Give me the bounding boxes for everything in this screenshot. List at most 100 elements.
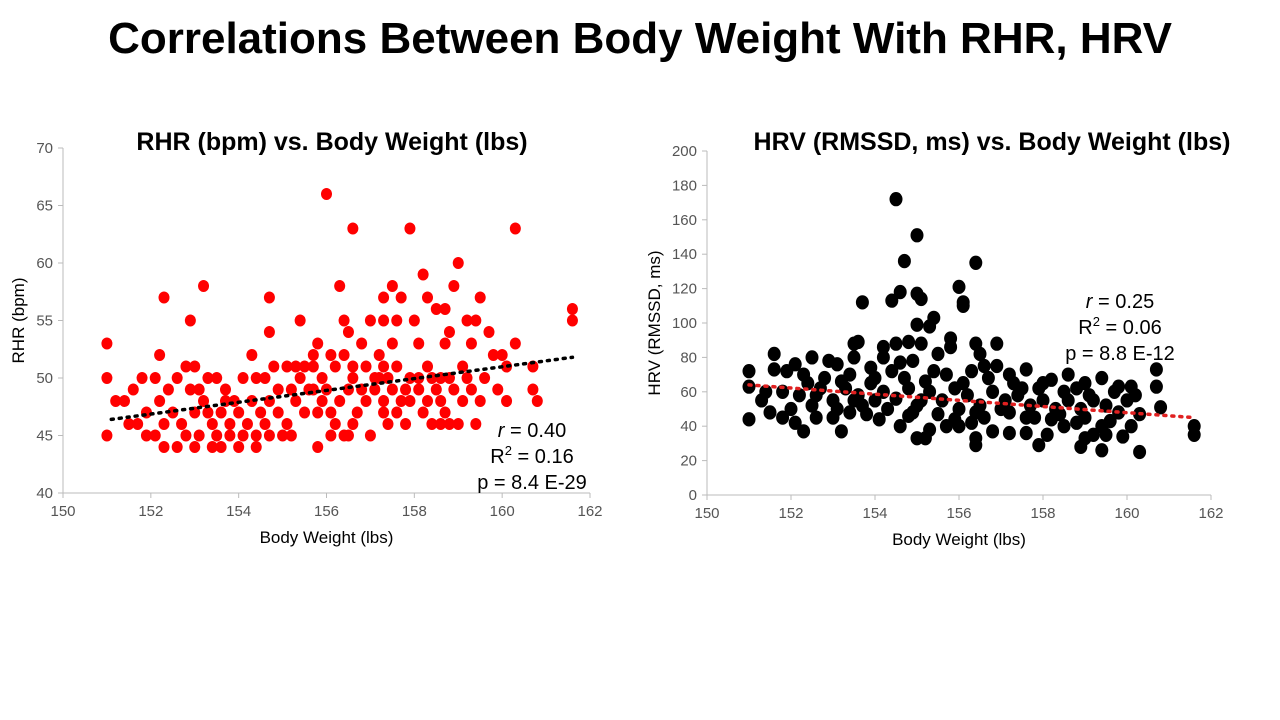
data-point — [855, 295, 869, 310]
data-point — [902, 408, 916, 424]
data-point — [1124, 419, 1138, 434]
data-point — [180, 429, 192, 442]
x-tick-label: 156 — [946, 505, 971, 522]
data-point — [422, 360, 434, 373]
y-tick-label: 60 — [680, 384, 697, 401]
trendline — [109, 355, 575, 422]
data-point — [285, 429, 297, 442]
data-point — [1095, 443, 1109, 458]
data-point — [347, 371, 359, 385]
data-point — [312, 406, 324, 419]
data-point — [1086, 427, 1100, 442]
data-point — [246, 348, 258, 362]
data-point — [325, 406, 337, 419]
data-point — [1019, 362, 1033, 377]
data-point — [404, 394, 416, 408]
data-point — [443, 417, 455, 431]
data-point — [198, 394, 210, 408]
data-point — [465, 383, 477, 396]
data-point — [1116, 429, 1130, 444]
data-point — [285, 383, 297, 396]
x-tick-label: 160 — [1114, 505, 1139, 522]
data-point — [448, 279, 460, 293]
y-tick-label: 65 — [36, 198, 53, 215]
data-point — [184, 383, 196, 396]
data-point — [259, 371, 271, 385]
data-point — [400, 417, 412, 431]
stat-r: r = 0.25 — [1086, 291, 1154, 313]
data-point — [386, 383, 398, 396]
x-tick-label: 154 — [862, 505, 887, 522]
trendline — [747, 383, 1196, 420]
stat-r-squared: R2 = 0.16 — [490, 443, 573, 468]
x-tick-label: 152 — [778, 505, 803, 522]
data-point — [509, 222, 521, 235]
data-point — [342, 429, 354, 442]
data-point — [294, 314, 306, 327]
x-tick-label: 162 — [1198, 505, 1223, 522]
data-point — [417, 268, 429, 281]
stat-p-value: p = 8.8 E-12 — [1065, 343, 1175, 365]
data-point — [1082, 388, 1096, 403]
data-point — [797, 424, 811, 439]
data-point — [487, 348, 499, 362]
x-tick-label: 158 — [402, 503, 427, 520]
data-point — [981, 370, 995, 386]
data-point — [430, 383, 442, 396]
data-point — [834, 374, 848, 389]
data-point — [461, 314, 473, 327]
data-point — [246, 394, 258, 408]
data-point — [969, 255, 983, 270]
data-point — [180, 360, 192, 373]
data-point — [347, 360, 359, 373]
data-point — [1133, 444, 1147, 460]
data-point — [910, 228, 924, 243]
data-point — [378, 394, 390, 408]
data-point — [931, 407, 945, 422]
data-point — [1128, 388, 1142, 403]
y-tick-label: 20 — [680, 453, 697, 470]
y-axis-label: HRV (RMSSD, ms) — [645, 250, 664, 395]
data-point — [316, 394, 328, 408]
data-point — [923, 422, 937, 437]
data-point — [897, 253, 911, 269]
data-point — [250, 440, 262, 454]
data-point — [422, 394, 434, 408]
data-point — [876, 339, 890, 355]
x-axis-label: Body Weight (lbs) — [892, 530, 1026, 549]
data-point — [342, 325, 354, 339]
data-point — [154, 394, 166, 408]
chart-2: HRV (RMSSD, ms) vs. Body Weight (lbs) 150… — [645, 128, 1230, 549]
data-point — [492, 383, 504, 396]
data-point — [263, 291, 275, 304]
data-point — [474, 291, 486, 304]
data-point — [334, 279, 346, 293]
data-point — [885, 293, 899, 308]
data-point — [742, 412, 756, 427]
data-point — [193, 383, 205, 396]
data-point — [990, 336, 1004, 351]
page-title: Correlations Between Body Weight With RH… — [108, 14, 1172, 63]
data-point — [193, 429, 205, 442]
data-point — [422, 291, 434, 304]
data-point — [470, 314, 482, 327]
data-point — [897, 370, 911, 386]
data-point — [342, 383, 354, 396]
data-point — [378, 314, 390, 327]
data-point — [830, 357, 844, 372]
data-point — [531, 394, 543, 408]
data-point — [1107, 384, 1121, 399]
data-point — [215, 440, 227, 454]
y-tick-label: 180 — [672, 177, 697, 194]
chart-title: RHR (bpm) vs. Body Weight (lbs) — [136, 128, 527, 156]
data-point — [470, 417, 482, 431]
data-point — [215, 406, 227, 419]
data-point — [767, 346, 781, 362]
data-point — [939, 367, 953, 382]
data-point — [952, 279, 966, 295]
data-point — [417, 406, 429, 419]
data-point — [198, 279, 210, 293]
data-point — [872, 412, 886, 427]
data-point — [391, 314, 403, 327]
data-point — [338, 348, 350, 362]
